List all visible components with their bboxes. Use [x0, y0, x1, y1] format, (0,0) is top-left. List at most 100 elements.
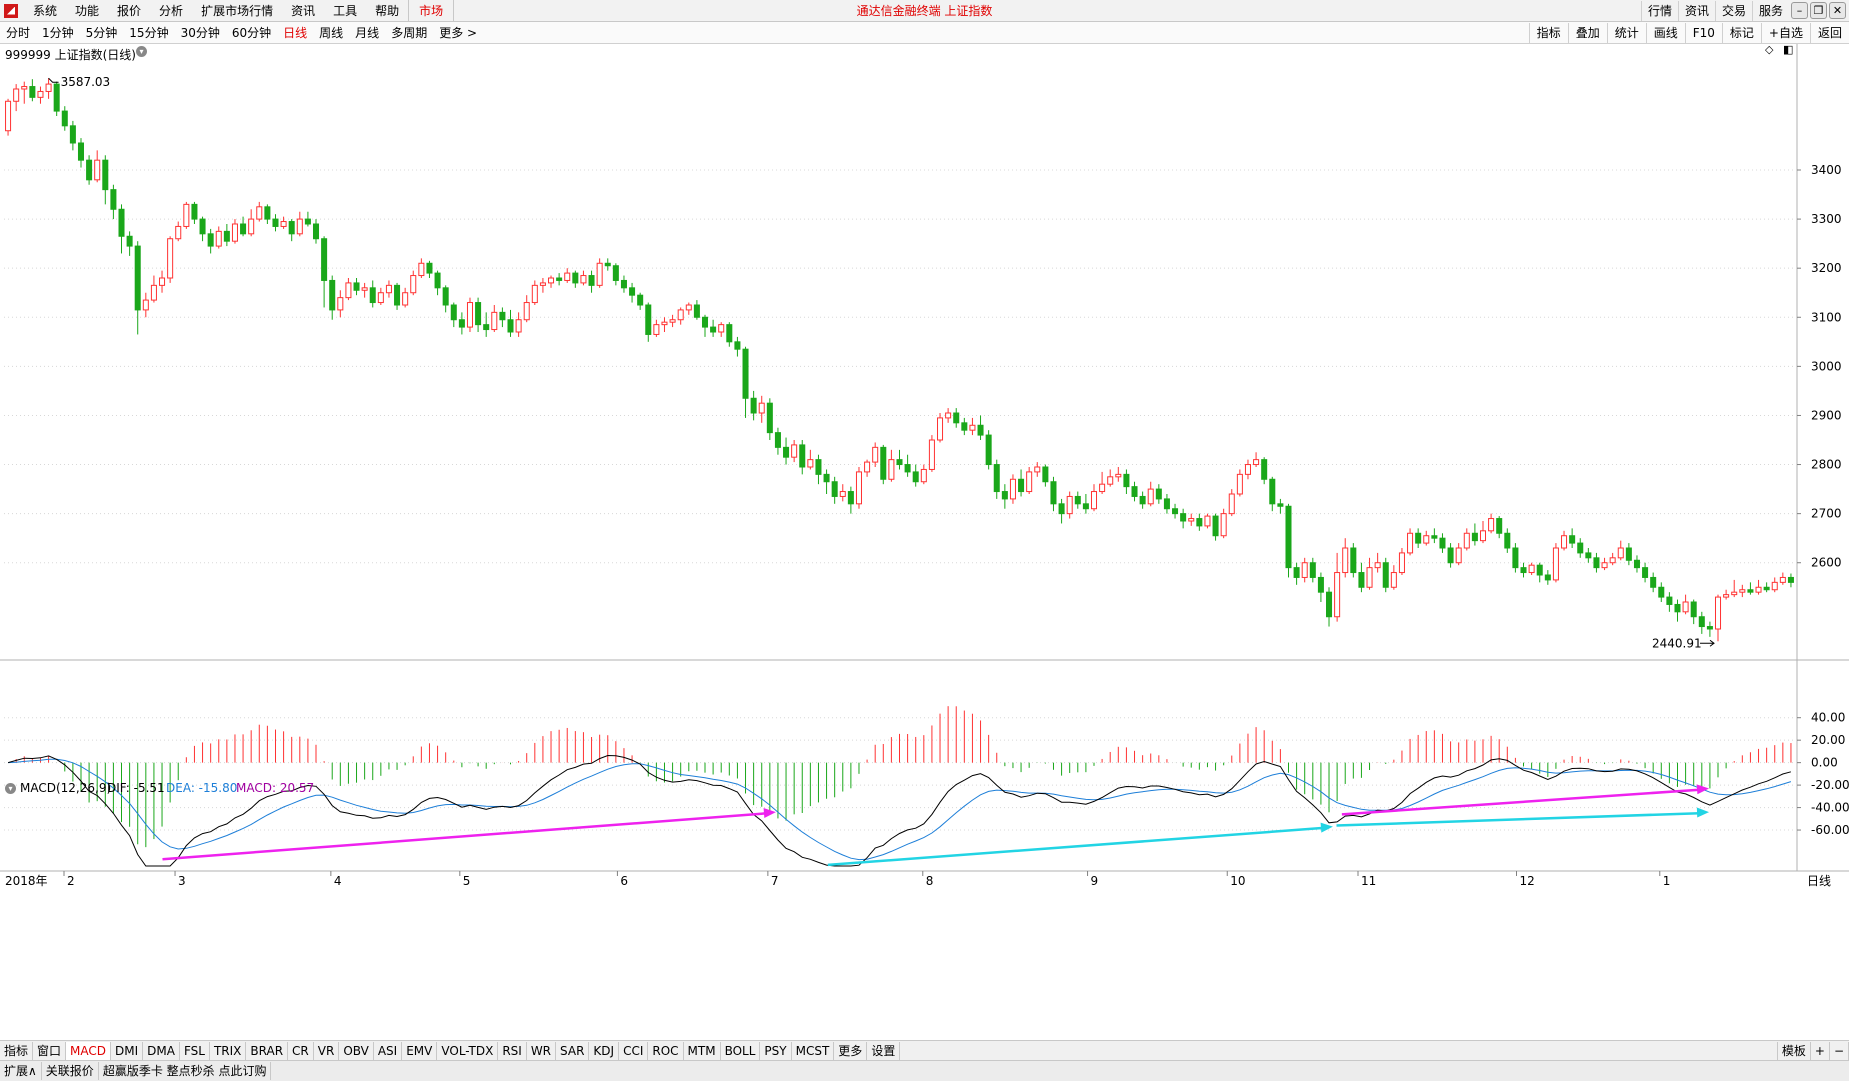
period-weekly[interactable]: 周线: [319, 25, 344, 40]
tab-vol-tdx[interactable]: VOL-TDX: [437, 1042, 499, 1060]
close-icon[interactable]: ✕: [1829, 2, 1846, 19]
candle: [434, 272, 441, 289]
candle: [142, 299, 149, 311]
tab-kdj[interactable]: KDJ: [589, 1042, 620, 1060]
candle: [645, 304, 652, 335]
tab-roc[interactable]: ROC: [648, 1042, 684, 1060]
period-more[interactable]: 更多 >: [439, 25, 478, 40]
tab-window[interactable]: 窗口: [33, 1042, 67, 1060]
tool-back[interactable]: 返回: [1809, 22, 1849, 43]
menu-item-function[interactable]: 功能: [75, 3, 100, 18]
tab-settings[interactable]: 设置: [867, 1042, 901, 1060]
candle: [1180, 513, 1187, 522]
news-mode-button[interactable]: 资讯: [1677, 0, 1715, 21]
candle: [661, 321, 668, 326]
candle: [1771, 581, 1778, 591]
tool-mark[interactable]: 标记: [1721, 22, 1761, 43]
linked-quote-button[interactable]: 关联报价: [42, 1062, 99, 1080]
tab-fsl[interactable]: FSL: [180, 1042, 210, 1060]
minimize-icon[interactable]: –: [1791, 2, 1808, 19]
tool-f10[interactable]: F10: [1684, 22, 1722, 43]
tab-macd[interactable]: MACD: [66, 1042, 112, 1060]
tool-statistics[interactable]: 统计: [1606, 22, 1646, 43]
tab-brar[interactable]: BRAR: [246, 1042, 289, 1060]
tab-psy[interactable]: PSY: [760, 1042, 792, 1060]
tool-overlay[interactable]: 叠加: [1567, 22, 1607, 43]
add-window-button[interactable]: +: [1811, 1042, 1830, 1060]
tab-indicator[interactable]: 指标: [0, 1042, 34, 1060]
candle: [653, 324, 660, 335]
tab-asi[interactable]: ASI: [374, 1042, 403, 1060]
chart-area[interactable]: 2600 2700 2800 2900 3000 3100 3200 3300 3400 3587…: [0, 43, 1849, 1040]
tab-boll[interactable]: BOLL: [721, 1042, 761, 1060]
candle: [150, 284, 157, 301]
menu-item-system[interactable]: 系统: [33, 3, 58, 18]
menu-item-quote[interactable]: 报价: [117, 3, 142, 18]
tab-wr[interactable]: WR: [527, 1042, 557, 1060]
tab-trix[interactable]: TRIX: [210, 1042, 247, 1060]
period-30min[interactable]: 30分钟: [180, 25, 220, 40]
chevron-down-icon[interactable]: ▾: [136, 46, 147, 57]
tool-add-watchlist[interactable]: +自选: [1760, 22, 1810, 43]
candle: [1552, 547, 1559, 581]
menu-item-news[interactable]: 资讯: [291, 3, 316, 18]
app-logo-icon: [4, 3, 18, 18]
tab-dmi[interactable]: DMI: [111, 1042, 144, 1060]
expand-button[interactable]: 扩展∧: [0, 1062, 42, 1080]
candle: [215, 230, 222, 247]
period-daily[interactable]: 日线: [283, 25, 308, 40]
candle: [904, 464, 911, 473]
tab-mcst[interactable]: MCST: [792, 1042, 835, 1060]
menu-item-help[interactable]: 帮助: [375, 3, 400, 18]
top-right-group: 行情 资讯 交易 服务 – ❐ ✕: [1640, 0, 1849, 21]
candle: [937, 417, 944, 441]
tab-vr[interactable]: VR: [314, 1042, 340, 1060]
app-title: 通达信金融终端 上证指数: [856, 4, 993, 18]
candle: [207, 233, 214, 247]
period-15min[interactable]: 15分钟: [129, 25, 169, 40]
diamond-icon[interactable]: ◇: [1765, 43, 1774, 56]
period-monthly[interactable]: 月线: [355, 25, 380, 40]
panel-toggle-icon[interactable]: ◧: [1783, 43, 1794, 56]
menu-item-tools[interactable]: 工具: [333, 3, 358, 18]
period-60min[interactable]: 60分钟: [231, 25, 272, 40]
tab-more[interactable]: 更多: [834, 1042, 868, 1060]
period-5min[interactable]: 5分钟: [85, 25, 118, 40]
candle: [1358, 572, 1365, 588]
trade-mode-button[interactable]: 交易: [1714, 0, 1752, 21]
candle: [855, 471, 862, 505]
menu-item-ext-market[interactable]: 扩展市场行情: [201, 3, 274, 18]
tab-cci[interactable]: CCI: [619, 1042, 649, 1060]
candle: [1520, 567, 1527, 574]
price-axis-label: 2700: [1811, 507, 1842, 521]
service-mode-button[interactable]: 服务: [1751, 0, 1789, 21]
tool-indicator[interactable]: 指标: [1528, 22, 1568, 43]
market-button[interactable]: 市场: [408, 0, 455, 22]
tool-draw-line[interactable]: 画线: [1645, 22, 1685, 43]
tab-obv[interactable]: OBV: [339, 1042, 374, 1060]
tab-emv[interactable]: EMV: [402, 1042, 438, 1060]
status-bar: 扩展∧ 关联报价 超赢版季卡 整点秒杀 点此订购: [0, 1060, 1849, 1081]
candle: [1682, 601, 1689, 613]
tab-mtm[interactable]: MTM: [684, 1042, 721, 1060]
period-multi[interactable]: 多周期: [391, 25, 428, 40]
candle: [167, 238, 174, 279]
tab-rsi[interactable]: RSI: [498, 1042, 527, 1060]
candle: [685, 304, 692, 311]
quote-mode-button[interactable]: 行情: [1640, 0, 1678, 21]
candle: [961, 422, 968, 431]
tab-sar[interactable]: SAR: [556, 1042, 590, 1060]
remove-window-button[interactable]: −: [1830, 1042, 1849, 1060]
tab-dma[interactable]: DMA: [143, 1042, 180, 1060]
macd-panel-chevron-icon[interactable]: ▾: [5, 783, 16, 794]
price-axis-label: 3400: [1811, 163, 1842, 177]
promo-link[interactable]: 超赢版季卡 整点秒杀 点此订购: [99, 1062, 272, 1080]
candle: [1593, 557, 1600, 569]
period-1min[interactable]: 1分钟: [42, 25, 74, 40]
period-intraday[interactable]: 分时: [6, 25, 31, 40]
template-button[interactable]: 模板: [1776, 1042, 1811, 1060]
restore-icon[interactable]: ❐: [1810, 2, 1827, 19]
tab-cr[interactable]: CR: [288, 1042, 314, 1060]
menu-item-analysis[interactable]: 分析: [159, 3, 184, 18]
chart-canvas[interactable]: 2600270028002900300031003200330034003587…: [0, 44, 1849, 1040]
